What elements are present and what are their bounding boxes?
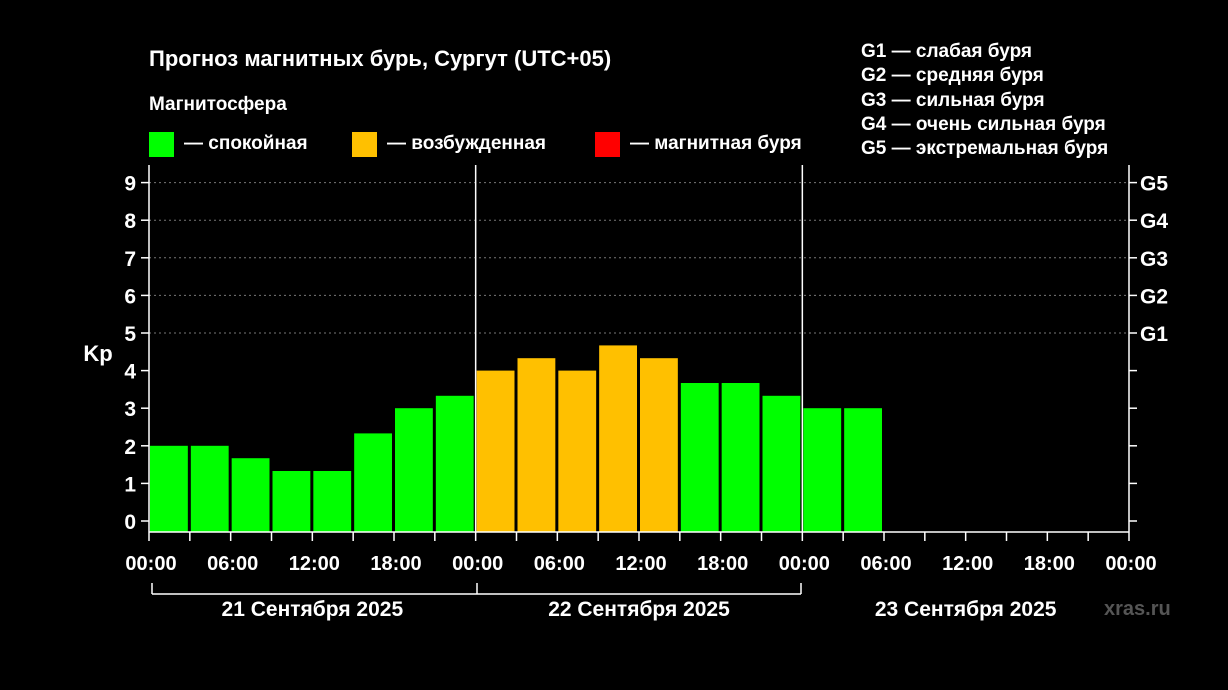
kp-bar bbox=[395, 408, 433, 532]
kp-bar bbox=[354, 433, 392, 532]
y-tick-label: 5 bbox=[124, 323, 136, 346]
g-level-label: G3 bbox=[1140, 248, 1168, 271]
magnetosphere-label: Магнитосфера bbox=[149, 94, 287, 115]
y-tick-label: 0 bbox=[124, 511, 136, 534]
g-legend-item: G4 — очень сильная буря bbox=[861, 113, 1106, 135]
kp-bar bbox=[231, 458, 270, 532]
g-scale-legend: G1 — слабая буря G2 — средняя буря G3 — … bbox=[861, 40, 1108, 161]
page-title: Прогноз магнитных бурь, Сургут (UTC+05) bbox=[149, 46, 612, 71]
kp-bar bbox=[803, 408, 842, 532]
watermark: xras.ru bbox=[1104, 598, 1171, 620]
g-legend-item: G2 — средняя буря bbox=[861, 65, 1044, 87]
legend-calm-label: — спокойная bbox=[184, 133, 308, 154]
g-legend-item: G5 — экстремальная буря bbox=[861, 138, 1109, 160]
x-tick-label: 00:00 bbox=[1105, 553, 1156, 575]
y-tick-label: 3 bbox=[124, 398, 136, 421]
y-tick-label: 7 bbox=[124, 248, 136, 271]
kp-bar bbox=[762, 395, 801, 532]
legend-excited: — возбужденная bbox=[352, 131, 546, 157]
grid-lines bbox=[149, 182, 1129, 334]
kp-bar bbox=[599, 345, 637, 532]
excited-swatch bbox=[352, 131, 377, 157]
legend-excited-label: — возбужденная bbox=[387, 133, 547, 154]
kp-bar bbox=[721, 383, 760, 532]
y-tick-label: 4 bbox=[124, 361, 136, 384]
kp-bar bbox=[190, 445, 229, 532]
g-legend-item: G3 — сильная буря bbox=[861, 89, 1045, 111]
bar-series bbox=[150, 345, 882, 532]
kp-bar bbox=[313, 470, 352, 532]
kp-bar bbox=[435, 395, 474, 532]
x-tick-label: 18:00 bbox=[1024, 553, 1075, 575]
storm-swatch bbox=[595, 131, 620, 157]
x-tick-label: 12:00 bbox=[942, 553, 993, 575]
g-level-label: G4 bbox=[1140, 210, 1168, 233]
x-tick-label: 18:00 bbox=[697, 553, 748, 575]
x-tick-label: 00:00 bbox=[452, 553, 503, 575]
plot-frame bbox=[141, 165, 1137, 595]
y-tick-label: 2 bbox=[124, 436, 136, 459]
kp-bar bbox=[844, 408, 882, 532]
g-level-label: G2 bbox=[1140, 285, 1168, 308]
x-tick-label: 06:00 bbox=[534, 553, 585, 575]
kp-bar bbox=[640, 358, 678, 532]
legend-storm-label: — магнитная буря bbox=[630, 133, 802, 154]
kp-bar bbox=[150, 445, 188, 532]
kp-bar bbox=[558, 370, 597, 532]
g-legend-item: G1 — слабая буря bbox=[861, 41, 1033, 62]
x-tick-label: 00:00 bbox=[125, 553, 176, 575]
day-label: 22 Сентября 2025 bbox=[548, 598, 730, 621]
legend-calm: — спокойная bbox=[149, 131, 308, 157]
kp-bar bbox=[476, 370, 515, 532]
x-tick-label: 00:00 bbox=[779, 553, 830, 575]
kp-bar bbox=[517, 358, 556, 532]
day-label: 23 Сентября 2025 bbox=[875, 598, 1057, 621]
legend-storm: — магнитная буря bbox=[595, 131, 802, 157]
y-axis-label: Kp bbox=[83, 341, 112, 366]
g-level-label: G1 bbox=[1140, 323, 1168, 346]
kp-bar bbox=[680, 383, 719, 532]
x-tick-label: 06:00 bbox=[860, 553, 911, 575]
y-tick-label: 6 bbox=[124, 285, 136, 308]
day-label: 21 Сентября 2025 bbox=[222, 598, 404, 621]
y-tick-label: 9 bbox=[124, 173, 136, 196]
g-level-label: G5 bbox=[1140, 173, 1168, 196]
axis-labels: 0 1 2 3 4 5 6 7 8 9 G1 G2 G3 G4 G5 00:00 06:00 12:00 18:00… bbox=[124, 173, 1168, 621]
x-tick-label: 12:00 bbox=[615, 553, 666, 575]
y-tick-label: 1 bbox=[124, 473, 136, 496]
x-tick-label: 06:00 bbox=[207, 553, 258, 575]
calm-swatch bbox=[149, 131, 174, 157]
x-tick-label: 12:00 bbox=[289, 553, 340, 575]
kp-bar bbox=[272, 470, 311, 532]
y-tick-label: 8 bbox=[124, 210, 136, 233]
x-tick-label: 18:00 bbox=[370, 553, 421, 575]
